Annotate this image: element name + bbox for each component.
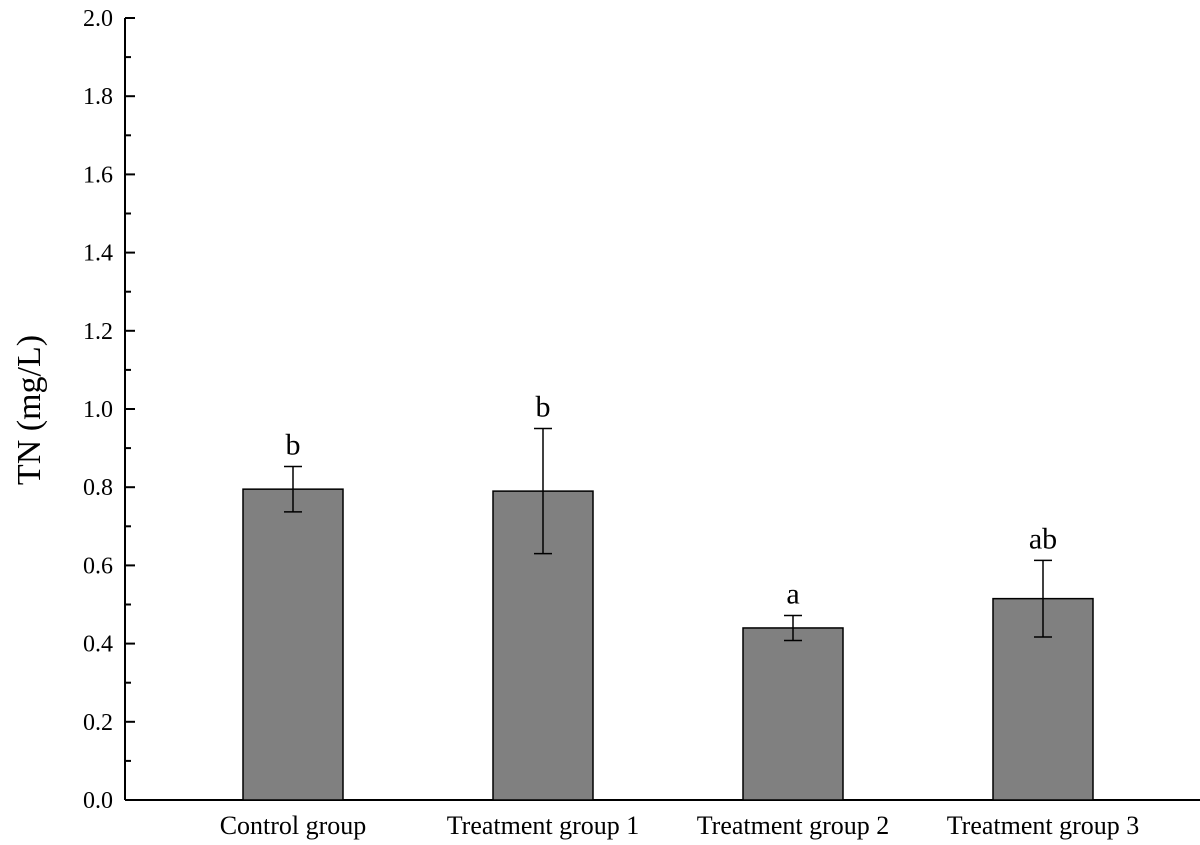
- x-category-label: Control group: [220, 811, 367, 840]
- y-tick-label: 0.6: [83, 553, 113, 579]
- x-category-label: Treatment group 2: [697, 811, 890, 840]
- y-tick-label: 0.4: [83, 632, 113, 658]
- significance-label: ab: [1029, 522, 1057, 555]
- y-tick-label: 1.8: [83, 84, 113, 110]
- bar: [742, 627, 844, 801]
- y-tick-label: 0.2: [83, 710, 113, 736]
- labels: 0.0 0.2 0.4 0.6 0.8 1.0 1.2 1.4 1.6 1.8 2.0 b Contro…: [83, 6, 1139, 840]
- significance-label: b: [286, 428, 301, 461]
- y-axis-title: TN (mg/L): [11, 335, 48, 485]
- y-tick-label: 0.8: [83, 475, 113, 501]
- y-tick-label: 1.4: [83, 241, 113, 267]
- y-tick-label: 2.0: [83, 6, 113, 32]
- y-tick-label: 1.2: [83, 319, 113, 345]
- y-tick-label: 0.0: [83, 788, 113, 814]
- x-category-label: Treatment group 1: [447, 811, 640, 840]
- significance-label: b: [536, 391, 551, 424]
- x-category-label: Treatment group 3: [947, 811, 1140, 840]
- bars: [242, 427, 1094, 801]
- significance-label: a: [786, 577, 799, 610]
- bar: [242, 488, 344, 801]
- y-tick-label: 1.6: [83, 162, 113, 188]
- y-tick-label: 1.0: [83, 397, 113, 423]
